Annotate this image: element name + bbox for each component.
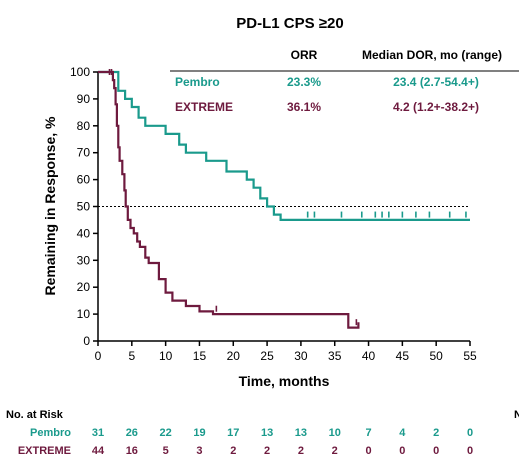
y-tick-label: 50 [77,200,91,214]
series-line-pembro [98,70,470,221]
y-tick-label: 0 [83,334,90,348]
risk-count-extreme: 0 [399,445,405,457]
x-tick-label: 20 [227,349,241,363]
risk-count-pembro: 0 [467,427,473,439]
x-tick-label: 25 [260,349,274,363]
x-tick-label: 50 [430,349,444,363]
y-tick-label: 10 [77,307,91,321]
risk-count-extreme: 2 [230,445,236,457]
chart-title: PD-L1 CPS ≥20 [236,15,343,32]
summary-row-pembro-dor: 23.4 (2.7-54.4+) [393,75,479,89]
risk-count-pembro: 2 [433,427,439,439]
y-tick-label: 30 [77,253,91,267]
y-tick-label: 80 [77,119,91,133]
risk-count-pembro: 13 [295,427,307,439]
x-tick-label: 55 [463,349,477,363]
risk-count-extreme: 5 [163,445,169,457]
summary-row-extreme-dor: 4.2 (1.2+-38.2+) [393,100,479,114]
risk-count-extreme: 0 [467,445,473,457]
risk-count-extreme: 2 [264,445,270,457]
y-tick-label: 70 [77,146,91,160]
risk-count-pembro: 13 [261,427,273,439]
risk-count-pembro: 26 [126,427,138,439]
risk-table-label: No. at Risk [6,409,64,421]
y-tick-label: 40 [77,226,91,240]
y-tick-label: 100 [70,65,90,79]
risk-count-extreme: 2 [298,445,304,457]
risk-count-extreme: 0 [365,445,371,457]
risk-count-extreme: 44 [92,445,105,457]
risk-count-extreme: 0 [433,445,439,457]
risk-row-pembro-name: Pembro [30,427,71,439]
summary-row-extreme-name: EXTREME [175,100,233,114]
risk-count-pembro: 22 [160,427,172,439]
x-tick-label: 45 [396,349,410,363]
risk-count-pembro: 4 [399,427,406,439]
x-tick-label: 15 [193,349,207,363]
summary-header-dor: Median DOR, mo (range) [362,48,502,62]
risk-count-pembro: 31 [92,427,104,439]
risk-row-extreme-name: EXTREME [18,445,71,457]
x-axis-label: Time, months [239,373,330,389]
y-axis-label: Remaining in Response, % [42,116,58,295]
x-tick-label: 0 [95,349,102,363]
series-line-extreme [98,70,360,329]
risk-count-extreme: 16 [126,445,138,457]
summary-header-orr: ORR [291,48,318,62]
summary-row-extreme-orr: 36.1% [287,100,321,114]
risk-count-pembro: 19 [193,427,205,439]
summary-table: ORR Median DOR, mo (range) Pembro 23.3% … [170,48,519,114]
risk-count-pembro: 7 [365,427,371,439]
y-tick-label: 60 [77,173,91,187]
x-tick-label: 10 [159,349,173,363]
plot-area: 0 10 20 30 40 50 60 70 80 90 100 0 5 10 15 20 25 30 35 40 45… [70,65,477,363]
y-tick-label: 20 [77,280,91,294]
risk-table: No. at Risk N Pembro EXTREME 31 26 22 19 17 1… [6,409,519,457]
summary-row-pembro-name: Pembro [175,75,220,89]
risk-count-pembro: 17 [227,427,239,439]
y-tick-label: 90 [77,92,91,106]
x-tick-label: 40 [362,349,376,363]
x-tick-label: 5 [128,349,135,363]
x-tick-label: 30 [294,349,308,363]
risk-count-extreme: 2 [332,445,338,457]
summary-row-pembro-orr: 23.3% [287,75,321,89]
risk-table-trailing-label: N [514,409,519,421]
risk-count-extreme: 3 [196,445,202,457]
risk-count-pembro: 10 [329,427,341,439]
x-tick-label: 35 [328,349,342,363]
